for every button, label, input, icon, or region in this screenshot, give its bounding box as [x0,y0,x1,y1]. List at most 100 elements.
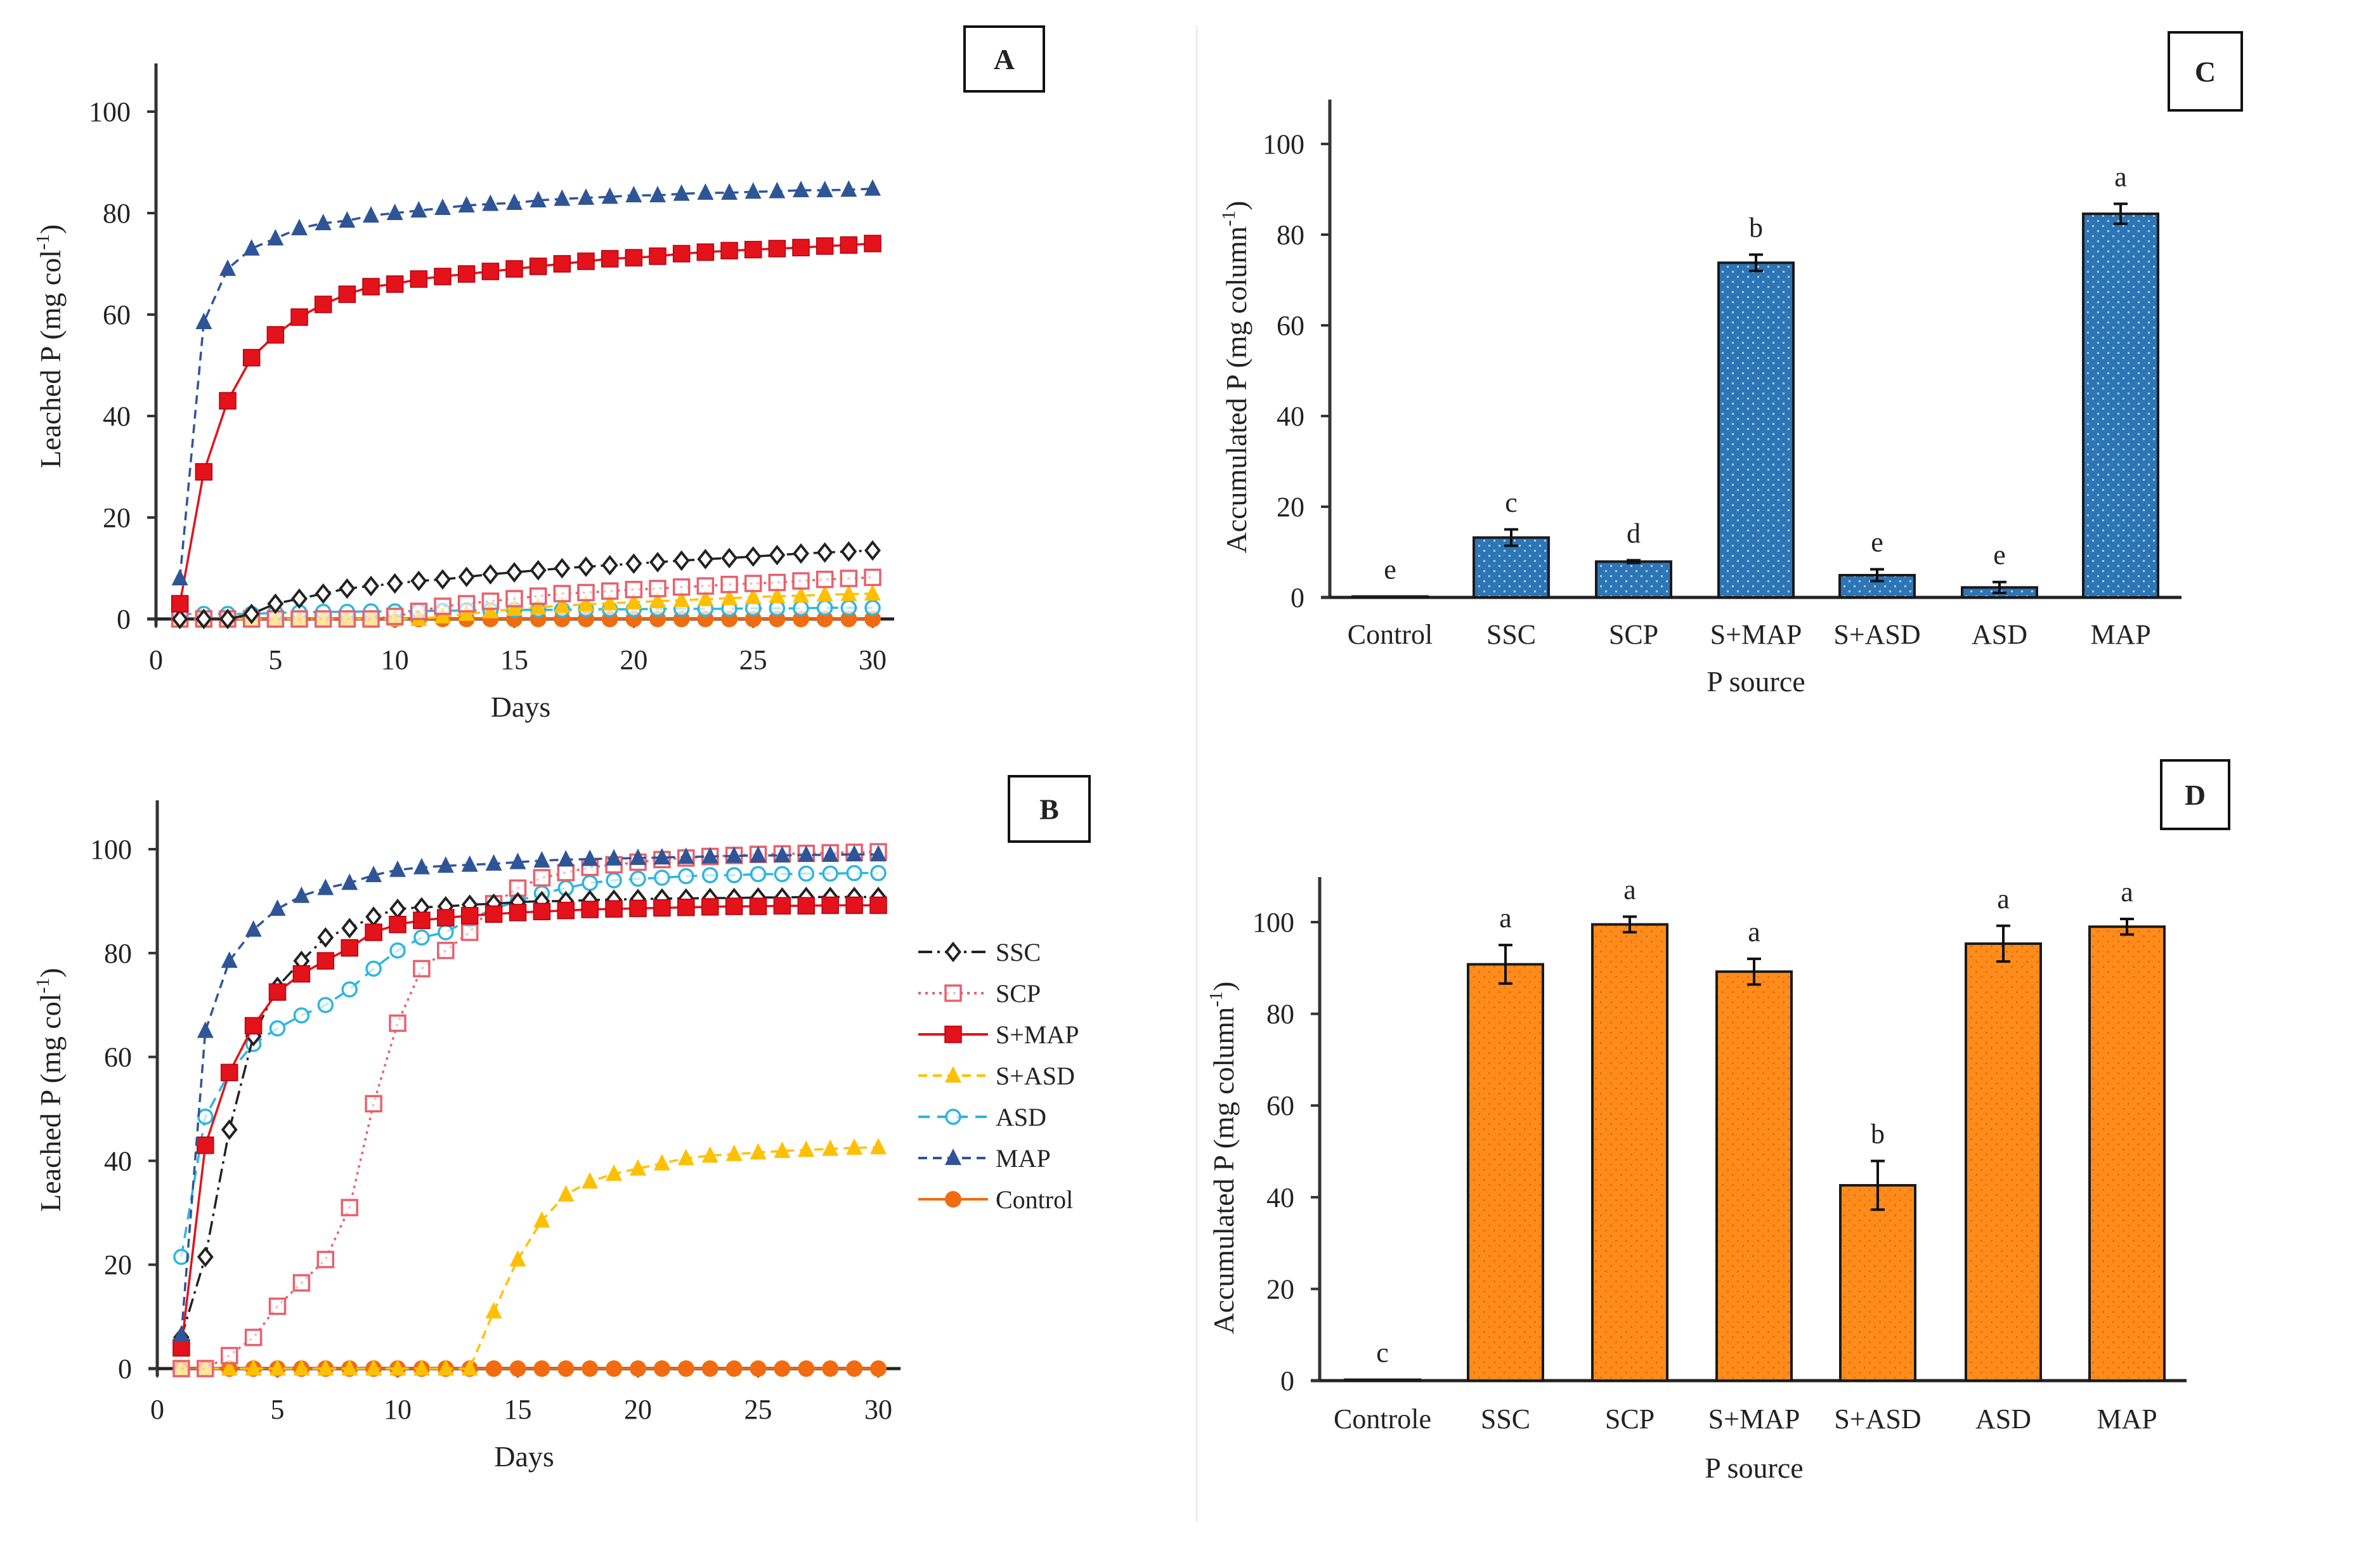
x-tick-label-a: 20 [620,644,647,675]
data-point [870,1360,887,1377]
data-point [654,869,670,886]
data-point [291,219,308,235]
category-label: S+ASD [1834,1403,1921,1435]
data-point [821,896,839,915]
data-point [509,1250,526,1267]
category-label: ASD [1972,619,2027,650]
data-point [434,607,451,623]
data-point [363,575,379,597]
panel-a-line-chart: 0 20 40 60 80 100 0 5 10 15 20 25 30 Days Leached P (m… [32,25,1045,723]
data-point [672,578,691,596]
series-line [178,242,873,604]
data-point [533,1360,550,1377]
legend-label: MAP [996,1144,1051,1173]
x-tick-label-a: 25 [739,644,767,675]
data-point [768,573,786,592]
series-s-asd-b [172,1138,887,1376]
data-point [389,1359,406,1376]
data-point [557,1185,575,1202]
data-point [341,939,358,957]
data-point [341,1359,358,1376]
data-point [870,845,887,862]
data-point [485,1360,502,1377]
data-point [292,965,311,983]
data-point [314,296,332,313]
data-point [701,847,719,864]
data-point [413,1359,430,1376]
data-point [677,847,694,864]
data-point [696,243,715,261]
data-point [338,610,356,628]
data-point [822,1139,839,1156]
data-point [434,199,451,215]
y-tick-label-d: 60 [1266,1090,1294,1121]
data-point [458,566,475,587]
data-point [485,1301,502,1318]
bar-group-map: a MAP [2088,876,2166,1435]
bar [2082,212,2159,599]
data-point [840,180,857,197]
data-point [745,546,762,567]
data-point [506,193,523,210]
data-point [625,592,642,609]
x-tick-label-b: 20 [624,1394,652,1425]
data-point [816,611,833,627]
y-tick-label-a: 20 [103,502,131,533]
y-tick-label-b: 20 [104,1249,132,1280]
data-point [773,897,791,915]
data-point [195,313,212,329]
data-point [482,602,499,618]
panel-label-b: B [1039,793,1059,826]
x-tick-label-b: 25 [745,1394,772,1425]
data-point [816,542,833,563]
series-line [180,853,878,1335]
data-point [529,587,547,605]
data-point [291,588,308,609]
significance-letter: a [1623,874,1636,905]
data-point [242,349,261,367]
legend-label: S+MAP [996,1020,1079,1049]
y-tick-label-d: 80 [1266,999,1294,1030]
legend-item: SSC [918,938,1041,967]
significance-letter: e [1993,540,2006,571]
data-point [822,845,839,863]
data-point [673,590,690,608]
data-point [630,848,646,865]
data-point [437,941,455,960]
bar-group-map: a MAP [2082,161,2159,650]
data-point [221,1359,238,1376]
y-tick-label-a: 60 [103,299,131,330]
data-point [244,1329,263,1346]
bar-group-control: e Control [1348,554,1433,650]
data-point [721,547,738,569]
data-point [554,596,571,613]
data-point [389,1014,406,1032]
legend-label: SSC [996,938,1041,967]
data-point [386,204,403,220]
data-point [745,182,762,199]
data-point [606,1360,623,1377]
data-point [750,845,767,863]
data-point [244,1017,263,1035]
data-point [725,1144,743,1161]
data-point [290,610,308,628]
data-point [509,1360,526,1377]
data-point [293,1359,310,1376]
data-point [864,584,881,601]
y-axis-title-d: Accumulated P (mg column-1) [1206,981,1240,1334]
bar-group-asd: e ASD [1961,540,2038,650]
data-point [649,247,667,265]
bar-group-s-asd: b S+ASD [1834,1119,1921,1435]
panel-label-box-a [963,25,1045,93]
data-point [219,392,237,410]
data-point [533,851,550,868]
data-point [653,1360,670,1377]
data-point [437,909,455,927]
data-point [266,326,285,344]
significance-letter: a [2121,876,2133,908]
y-tick-label-b: 60 [104,1042,132,1073]
data-point [197,1360,214,1377]
data-point [625,186,642,202]
data-point [245,1359,262,1376]
